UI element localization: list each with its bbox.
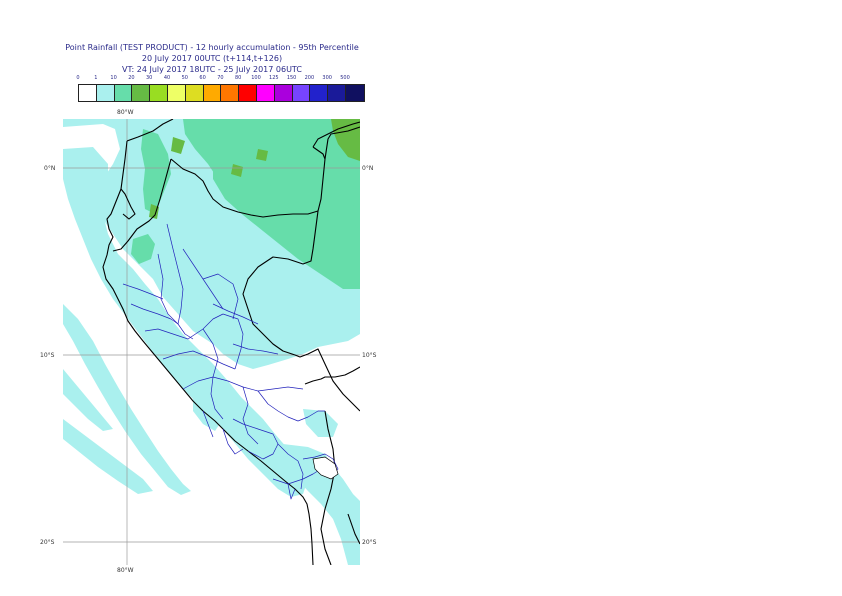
lat-label-0-left: 0°N (44, 165, 56, 172)
legend-swatch (150, 85, 168, 101)
legend-swatch (167, 85, 186, 101)
legend-swatch (79, 85, 97, 101)
lat-label-10-left: 10°S (40, 352, 55, 359)
legend-threshold-label: 40 (163, 75, 171, 81)
legend-swatch (256, 85, 275, 101)
legend-threshold-label: 0 (76, 75, 80, 81)
legend-swatch (292, 85, 311, 101)
coastline-and-country-borders (102, 119, 360, 565)
lat-label-20-right: 20°S (362, 539, 377, 546)
legend-swatch (345, 85, 364, 101)
colour-legend (78, 84, 365, 102)
legend-swatch (239, 85, 257, 101)
legend-swatch (132, 85, 151, 101)
lat-label-10-right: 10°S (362, 352, 377, 359)
legend-threshold-label: 20 (128, 75, 135, 81)
map-title: Point Rainfall (TEST PRODUCT) - 12 hourl… (65, 43, 359, 52)
legend-swatch (310, 85, 329, 101)
validity-time-label: VT: 24 July 2017 18UTC - 25 July 2017 06… (122, 65, 302, 74)
legend-threshold-labels: 0 1 10 20 30 40 50 60 70 80 100 125 150 200 300 500 (0, 75, 842, 85)
legend-threshold-label: 1 (94, 75, 98, 81)
legend-swatch (96, 85, 115, 101)
legend-threshold-label: 500 (340, 75, 350, 81)
legend-swatch (274, 85, 293, 101)
legend-swatch (114, 85, 133, 101)
legend-threshold-label: 150 (286, 75, 297, 81)
legend-threshold-label: 10 (110, 75, 117, 81)
lat-label-0-right: 0°N (362, 165, 374, 172)
legend-threshold-label: 30 (146, 75, 153, 81)
legend-swatch (185, 85, 204, 101)
legend-swatch (203, 85, 222, 101)
model-run-label: 20 July 2017 00UTC (t+114,t+126) (141, 54, 283, 63)
legend-threshold-label: 70 (217, 75, 224, 81)
legend-threshold-label: 60 (199, 75, 206, 81)
legend-threshold-label: 80 (235, 75, 242, 81)
legend-swatch (328, 85, 346, 101)
lat-label-20-left: 20°S (40, 539, 55, 546)
lake-titicaca (312, 456, 339, 480)
lon-label-bottom: 80°W (117, 567, 134, 574)
rainfall-map (63, 119, 360, 565)
legend-threshold-label: 100 (251, 75, 261, 81)
legend-threshold-label: 200 (304, 75, 315, 81)
legend-threshold-label: 300 (322, 75, 332, 81)
legend-threshold-label: 125 (269, 75, 279, 81)
legend-swatch (221, 85, 240, 101)
lon-label-top: 80°W (117, 109, 134, 116)
legend-threshold-label: 50 (181, 75, 188, 81)
graticule (63, 119, 360, 565)
